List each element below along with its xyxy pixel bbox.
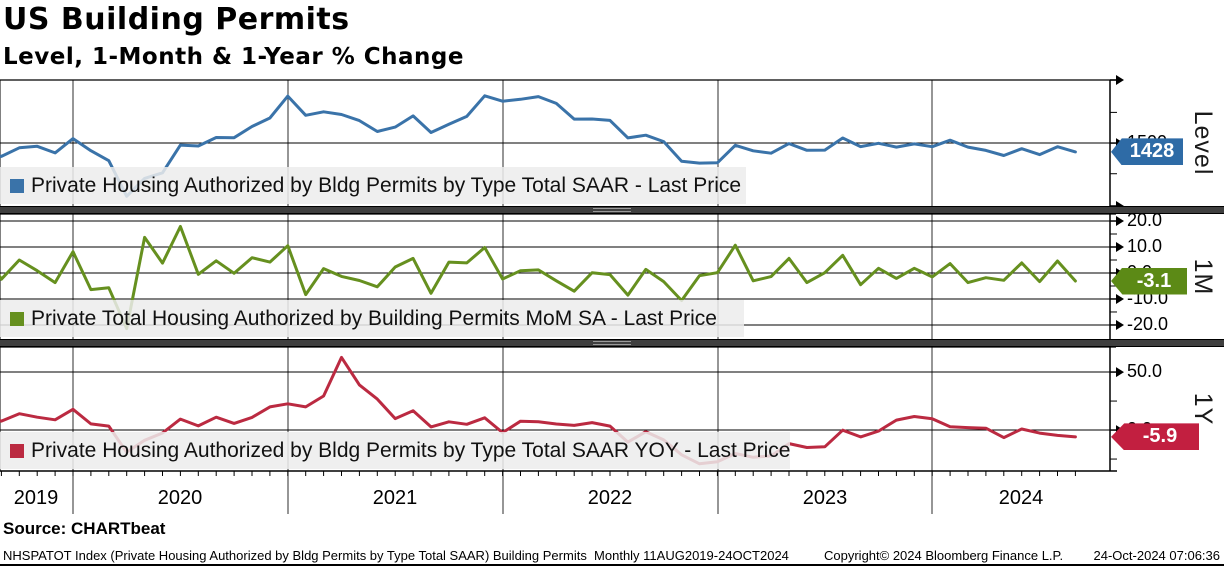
footer-timestamp: 24-Oct-2024 07:06:36 (1093, 548, 1220, 563)
axis-title-level: Level (1189, 110, 1217, 176)
last-price-badge-level: 1428 (1111, 138, 1183, 166)
splitter-grip-icon[interactable] (593, 208, 631, 213)
legend-label: Private Total Housing Authorized by Buil… (31, 306, 717, 330)
last-price-badge-1m: -3.1 (1111, 267, 1187, 295)
legend-1m[interactable]: Private Total Housing Authorized by Buil… (0, 300, 744, 337)
last-price-badge-1y: -5.9 (1111, 423, 1199, 451)
x-axis-year-label: 2021 (372, 487, 418, 509)
legend-label: Private Housing Authorized by Bldg Permi… (31, 438, 791, 462)
page-subtitle: Level, 1-Month & 1-Year % Change (3, 44, 464, 70)
footer-copyright: Copyright© 2024 Bloomberg Finance L.P. (824, 548, 1064, 563)
footer-index-description: NHSPATOT Index (Private Housing Authoriz… (3, 548, 789, 563)
legend-1y[interactable]: Private Housing Authorized by Bldg Permi… (0, 432, 791, 469)
axis-title-1y: 1Y (1189, 392, 1217, 426)
legend-marker-icon (10, 311, 24, 326)
x-axis-year-label: 2023 (802, 487, 848, 509)
y-tick-label: 10.0 (1127, 236, 1163, 256)
y-tick-label: -20.0 (1127, 313, 1169, 334)
bottom-divider (0, 564, 1224, 566)
y-tick-label: 50.0 (1127, 361, 1163, 382)
legend-marker-icon (10, 178, 24, 193)
y-tick-label: 20.0 (1127, 210, 1163, 231)
source-label: Source: CHARTbeat (3, 519, 166, 538)
legend-label: Private Housing Authorized by Bldg Permi… (31, 173, 742, 197)
panel-splitter (0, 206, 1224, 214)
splitter-grip-icon[interactable] (593, 341, 631, 346)
x-axis-year-label: 2022 (587, 487, 633, 509)
legend-marker-icon (10, 443, 24, 458)
x-axis-year-label: 2019 (13, 487, 59, 509)
axis-title-1m: 1M (1189, 258, 1217, 296)
legend-level[interactable]: Private Housing Authorized by Bldg Permi… (0, 167, 746, 204)
panel-splitter (0, 339, 1224, 347)
page-title: US Building Permits (3, 2, 350, 37)
x-axis-year-label: 2020 (157, 487, 203, 509)
x-axis-year-label: 2024 (998, 487, 1044, 509)
